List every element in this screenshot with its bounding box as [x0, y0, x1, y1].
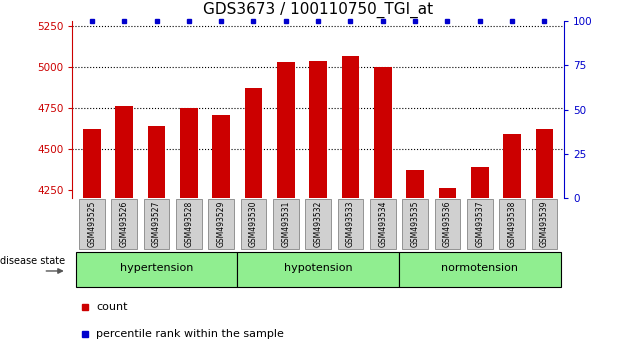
Text: hypotension: hypotension [284, 263, 352, 273]
Text: GSM493525: GSM493525 [88, 201, 96, 247]
Text: GSM493530: GSM493530 [249, 201, 258, 247]
FancyBboxPatch shape [467, 199, 493, 249]
Text: GSM493538: GSM493538 [508, 201, 517, 247]
Text: GSM493529: GSM493529 [217, 201, 226, 247]
FancyBboxPatch shape [112, 199, 137, 249]
FancyBboxPatch shape [238, 251, 399, 287]
Bar [115, 107, 133, 198]
FancyBboxPatch shape [305, 199, 331, 249]
FancyBboxPatch shape [176, 199, 202, 249]
Bar [536, 130, 553, 198]
Text: GSM493535: GSM493535 [411, 201, 420, 247]
Bar [180, 108, 198, 198]
Text: GSM493527: GSM493527 [152, 201, 161, 247]
Bar [438, 188, 456, 198]
Bar [277, 62, 295, 198]
Text: GSM493536: GSM493536 [443, 201, 452, 247]
Text: count: count [96, 302, 127, 312]
Bar [503, 134, 521, 198]
FancyBboxPatch shape [435, 199, 461, 249]
Bar [244, 88, 262, 198]
Text: GSM493533: GSM493533 [346, 201, 355, 247]
Bar [83, 130, 101, 198]
Text: normotension: normotension [441, 263, 518, 273]
Bar [212, 115, 230, 198]
Text: GSM493534: GSM493534 [378, 201, 387, 247]
Text: hypertension: hypertension [120, 263, 193, 273]
FancyBboxPatch shape [79, 199, 105, 249]
Text: disease state: disease state [0, 256, 65, 266]
FancyBboxPatch shape [402, 199, 428, 249]
FancyBboxPatch shape [241, 199, 266, 249]
Text: GSM493526: GSM493526 [120, 201, 129, 247]
FancyBboxPatch shape [499, 199, 525, 249]
Bar [309, 61, 327, 198]
Text: GSM493532: GSM493532 [314, 201, 323, 247]
Bar [374, 67, 392, 198]
Bar [406, 170, 424, 198]
Title: GDS3673 / 100110750_TGI_at: GDS3673 / 100110750_TGI_at [203, 2, 433, 18]
FancyBboxPatch shape [209, 199, 234, 249]
FancyBboxPatch shape [76, 251, 238, 287]
Bar [471, 167, 489, 198]
FancyBboxPatch shape [370, 199, 396, 249]
FancyBboxPatch shape [144, 199, 169, 249]
Text: GSM493531: GSM493531 [282, 201, 290, 247]
FancyBboxPatch shape [399, 251, 561, 287]
FancyBboxPatch shape [273, 199, 299, 249]
Text: GSM493539: GSM493539 [540, 201, 549, 247]
Bar [147, 126, 166, 198]
FancyBboxPatch shape [532, 199, 558, 249]
Bar [341, 57, 359, 198]
Text: percentile rank within the sample: percentile rank within the sample [96, 329, 284, 339]
FancyBboxPatch shape [338, 199, 364, 249]
Text: GSM493528: GSM493528 [185, 201, 193, 247]
Text: GSM493537: GSM493537 [475, 201, 484, 247]
